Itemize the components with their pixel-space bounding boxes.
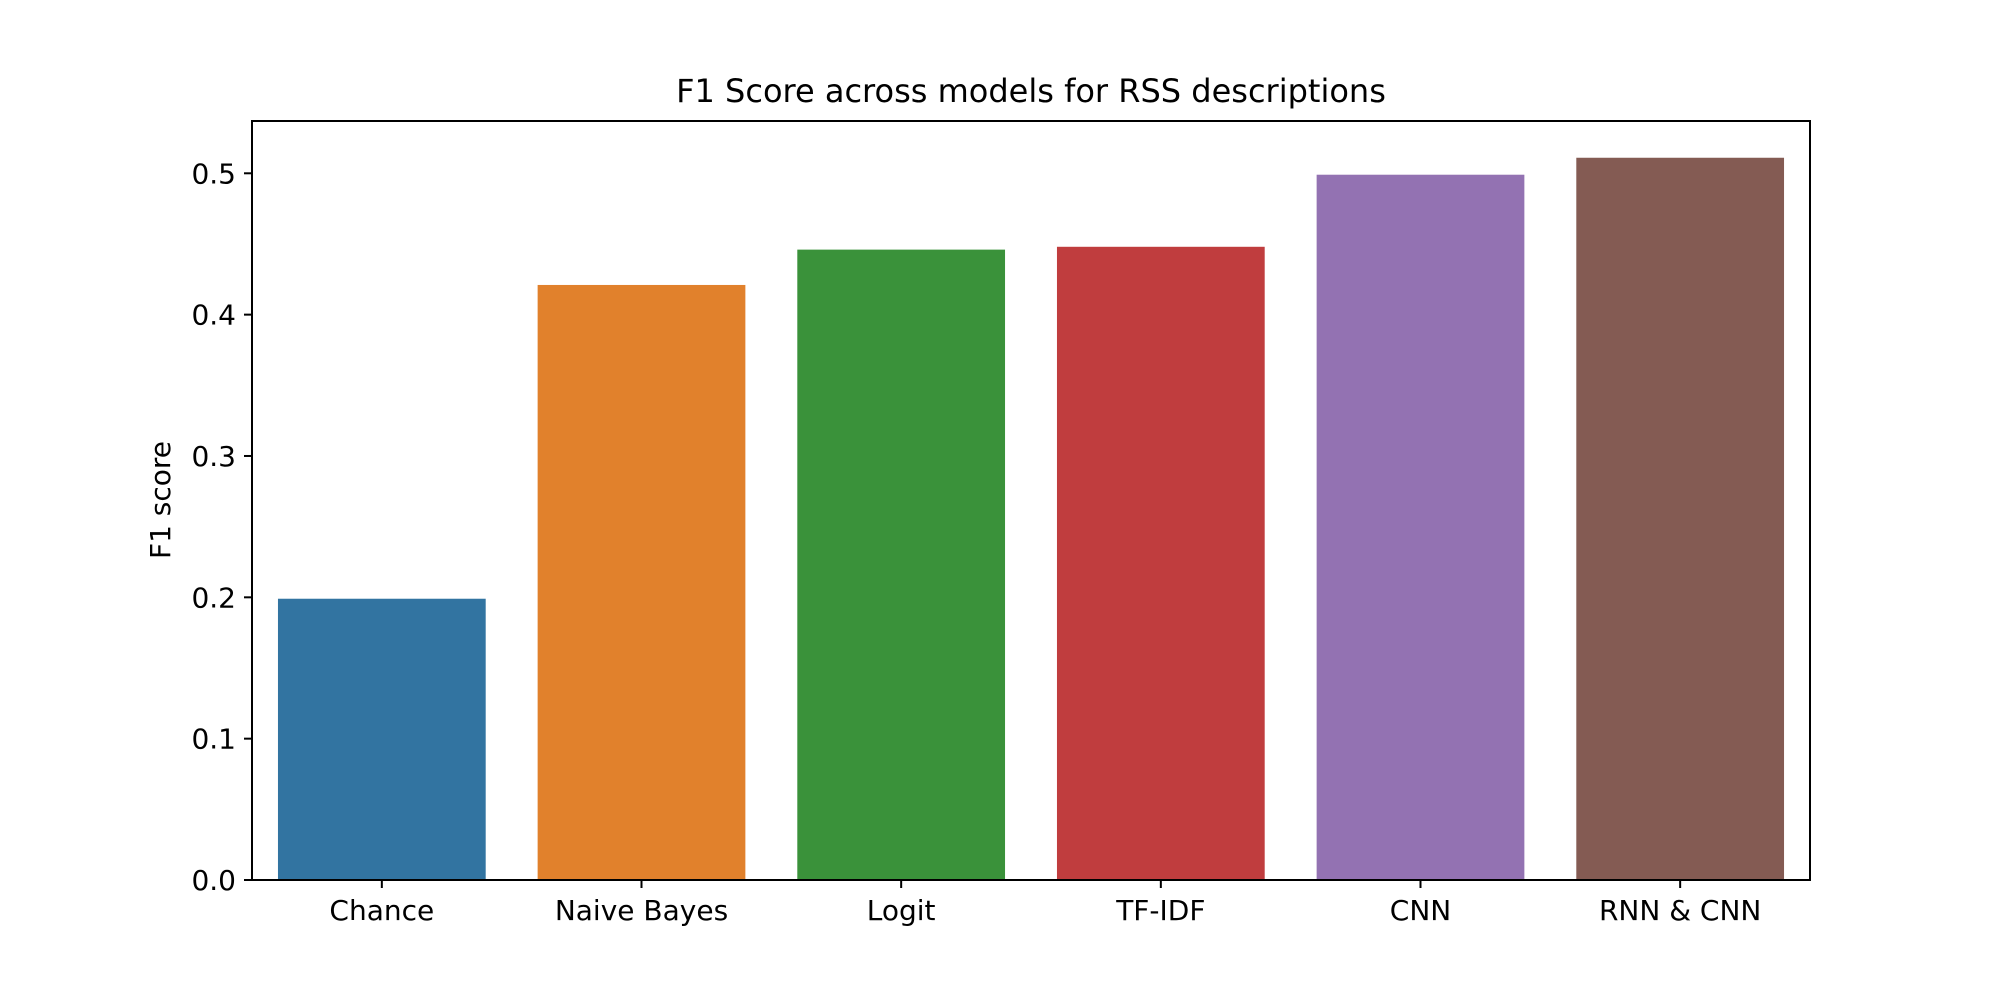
y-tick-label: 0.1 [191,723,236,756]
bar-tf-idf [1056,246,1265,881]
y-tick-label: 0.3 [191,440,236,473]
x-tick-label: CNN [1390,894,1451,927]
x-tick-label: TF-IDF [1115,894,1205,927]
bar-cnn [1316,174,1525,881]
y-tick-label: 0.0 [191,864,236,897]
bar-chance [277,598,486,880]
x-tick-label: Naive Bayes [555,894,728,927]
y-tick-label: 0.5 [191,157,236,190]
y-tick-label: 0.2 [191,581,236,614]
bar-rnn-cnn [1576,157,1785,880]
x-tick-label: Logit [867,894,936,927]
bar-logit [797,249,1006,880]
bars-layer [277,157,1785,881]
chart-title: F1 Score across models for RSS descripti… [676,72,1386,110]
x-tick-label: Chance [329,894,434,927]
y-tick-label: 0.4 [191,299,236,332]
y-axis-label: F1 score [144,441,177,559]
plot-area-frame [251,120,1811,881]
x-tick-label: RNN & CNN [1599,894,1761,927]
ticks-layer: Chance Naive Bayes Logit TF-IDF CNN RNN & CNN… [191,157,1761,927]
bar-naive-bayes [537,284,746,880]
